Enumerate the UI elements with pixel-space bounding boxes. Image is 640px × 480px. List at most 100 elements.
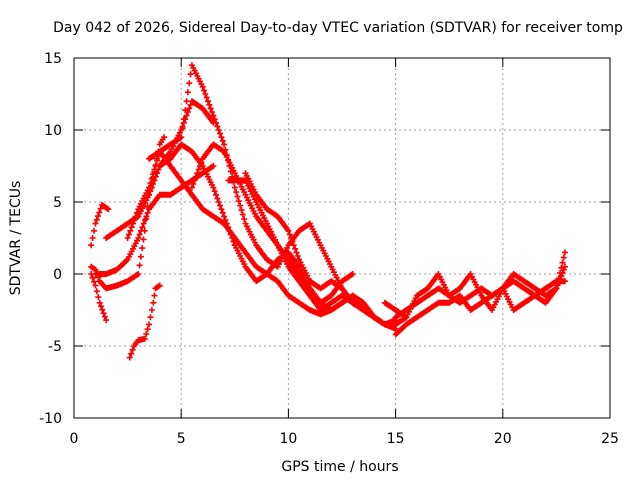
- y-tick-label: -10: [39, 411, 62, 427]
- data-point: [101, 313, 108, 320]
- data-point: [558, 273, 565, 280]
- data-point: [96, 299, 103, 306]
- data-point: [213, 119, 220, 126]
- data-point: [154, 170, 161, 177]
- axis-ticks: 0 5 10 15 20 25 -10 -5 0 5 10 15: [39, 51, 619, 447]
- data-point: [186, 80, 193, 87]
- data-point: [187, 71, 194, 78]
- data-point: [199, 83, 206, 90]
- data-point: [290, 242, 297, 249]
- data-point: [180, 116, 187, 123]
- series-layer: [88, 62, 568, 361]
- data-point: [91, 227, 98, 234]
- data-point: [289, 238, 296, 245]
- data-point: [148, 175, 155, 182]
- data-point: [241, 216, 248, 223]
- data-point: [124, 235, 131, 241]
- data-point: [205, 98, 211, 105]
- data-point: [392, 321, 399, 328]
- data-point: [230, 238, 237, 245]
- data-point: [221, 141, 228, 148]
- data-point: [132, 213, 139, 220]
- data-point: [225, 224, 232, 231]
- chart-title: Day 042 of 2026, Sidereal Day-to-day VTE…: [53, 20, 623, 36]
- data-point: [128, 350, 135, 357]
- data-point: [292, 245, 299, 252]
- data-point: [188, 184, 195, 191]
- series-trace-d: [126, 282, 163, 361]
- data-point: [560, 254, 567, 261]
- data-point: [88, 242, 95, 249]
- data-point: [96, 209, 103, 216]
- data-point: [92, 220, 99, 227]
- x-axis-title: GPS time / hours: [281, 459, 398, 475]
- series-trace-l: [242, 170, 399, 328]
- data-point: [561, 263, 568, 270]
- data-point: [293, 249, 300, 256]
- data-point: [92, 282, 99, 289]
- data-point: [231, 184, 238, 191]
- data-point: [142, 217, 149, 223]
- data-point: [211, 188, 218, 195]
- data-point: [288, 235, 295, 241]
- data-point: [285, 227, 292, 234]
- data-point: [95, 294, 102, 301]
- data-point: [95, 213, 102, 220]
- x-tick-label: 10: [279, 431, 297, 447]
- data-point: [190, 181, 197, 187]
- data-point: [93, 288, 100, 295]
- data-point: [211, 116, 218, 123]
- data-point: [136, 262, 143, 269]
- data-point: [226, 227, 233, 234]
- x-tick-label: 15: [387, 431, 405, 447]
- data-point: [198, 159, 205, 166]
- series-trace-i: [156, 141, 356, 306]
- data-point: [213, 191, 220, 198]
- data-point: [210, 112, 217, 119]
- data-point: [103, 317, 110, 324]
- data-point: [93, 216, 100, 223]
- data-point: [144, 326, 151, 333]
- y-tick-label: 10: [44, 123, 62, 139]
- data-point: [91, 278, 98, 285]
- data-point: [186, 105, 193, 112]
- data-point: [136, 231, 143, 238]
- data-point: [210, 163, 217, 169]
- data-point: [184, 89, 191, 96]
- data-point: [561, 249, 568, 256]
- data-point: [237, 202, 244, 209]
- data-point: [147, 180, 154, 187]
- data-point: [561, 278, 568, 285]
- data-point: [161, 134, 168, 141]
- data-point: [150, 299, 157, 306]
- data-point: [200, 87, 207, 94]
- data-point: [183, 112, 190, 119]
- data-point: [227, 231, 234, 238]
- data-point: [215, 199, 222, 205]
- data-point: [235, 198, 242, 205]
- data-point: [196, 163, 203, 169]
- data-point: [219, 137, 226, 144]
- data-point: [139, 245, 146, 252]
- data-point: [154, 157, 161, 164]
- data-point: [218, 206, 225, 213]
- data-point: [229, 235, 236, 241]
- data-point: [202, 91, 209, 97]
- data-point: [98, 303, 105, 310]
- series-trace-b: [88, 201, 112, 249]
- data-point: [560, 266, 567, 273]
- data-point: [143, 331, 150, 337]
- data-point: [238, 207, 245, 214]
- data-point: [217, 130, 224, 137]
- data-point: [203, 94, 210, 101]
- y-tick-label: -5: [48, 339, 62, 355]
- series-trace-e: [92, 163, 217, 277]
- data-point: [105, 206, 112, 213]
- data-point: [559, 269, 566, 276]
- data-point: [559, 259, 566, 266]
- data-point: [195, 166, 202, 173]
- data-point: [209, 109, 216, 115]
- data-point: [135, 271, 142, 277]
- x-tick-label: 25: [601, 431, 619, 447]
